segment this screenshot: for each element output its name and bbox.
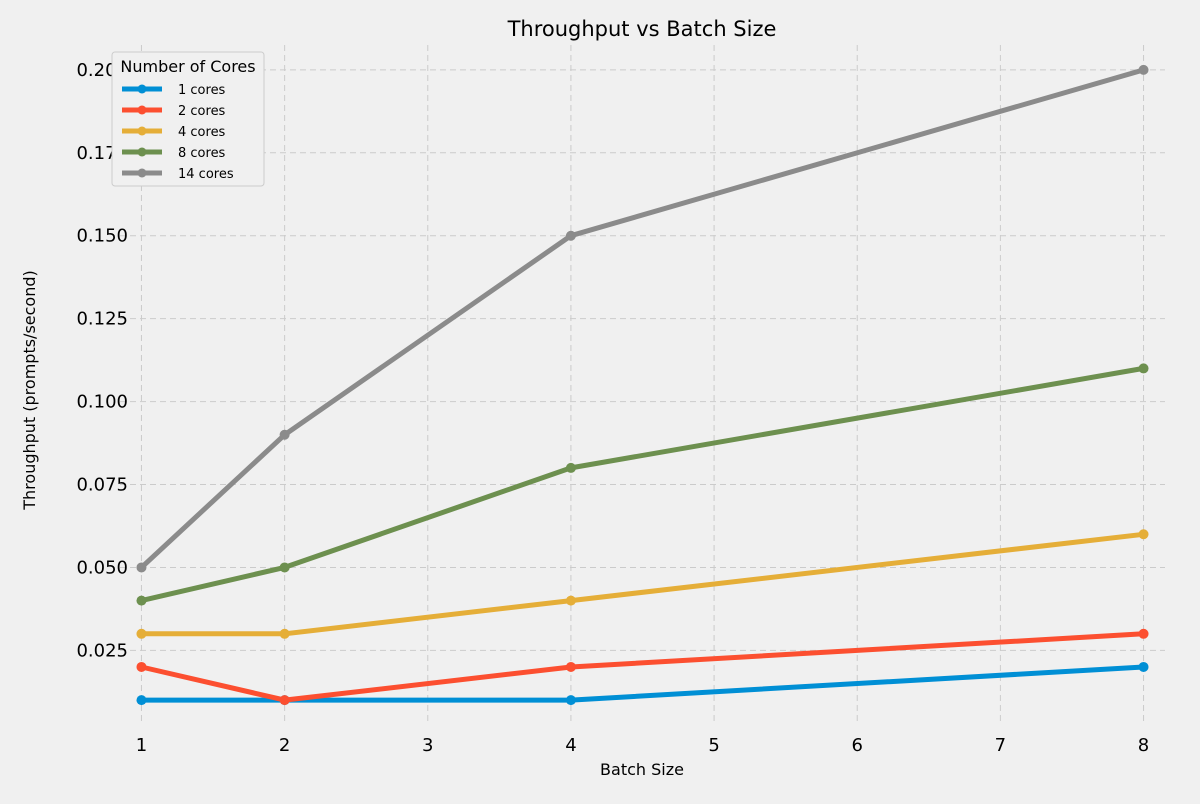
series-5 xyxy=(136,64,1149,573)
series-line xyxy=(139,365,1146,604)
legend-item: 8 cores xyxy=(122,146,226,161)
legend-label: 2 cores xyxy=(178,104,226,119)
x-tick-label: 5 xyxy=(708,735,719,756)
x-tick-label: 6 xyxy=(851,735,862,756)
y-tick-label: 0.100 xyxy=(76,392,128,413)
series-line xyxy=(139,67,1146,570)
data-point xyxy=(136,628,147,639)
legend-title: Number of Cores xyxy=(120,57,255,76)
series-2 xyxy=(136,628,1149,706)
data-point xyxy=(279,562,290,573)
data-point xyxy=(1138,363,1149,374)
series-4 xyxy=(136,363,1149,606)
data-point xyxy=(1138,661,1149,672)
data-point xyxy=(136,562,147,573)
y-tick-label: 0.150 xyxy=(76,226,128,247)
data-point xyxy=(136,661,147,672)
x-tick-label: 8 xyxy=(1138,735,1149,756)
legend: Number of Cores 1 cores 2 cores 4 cores 8 c… xyxy=(111,51,265,187)
legend-item: 2 cores xyxy=(122,104,226,119)
data-point xyxy=(136,695,147,706)
data-point xyxy=(279,695,290,706)
data-point xyxy=(1138,64,1149,75)
legend-swatch-marker xyxy=(137,105,147,115)
x-tick-label: 7 xyxy=(995,735,1006,756)
series-line xyxy=(139,531,1146,637)
data-point xyxy=(565,661,576,672)
series-line xyxy=(139,664,1146,703)
y-tick-label: 0.025 xyxy=(76,640,128,661)
y-tick-label: 0.075 xyxy=(76,475,128,496)
data-point xyxy=(279,429,290,440)
x-axis-label: Batch Size xyxy=(600,760,684,779)
chart-title: Throughput vs Batch Size xyxy=(507,17,777,41)
legend-swatch-marker xyxy=(137,84,147,94)
data-point xyxy=(565,462,576,473)
legend-swatch-marker xyxy=(137,147,147,157)
y-tick-label: 0.050 xyxy=(76,557,128,578)
data-point xyxy=(565,595,576,606)
series-layer xyxy=(136,64,1149,706)
x-tick-label: 3 xyxy=(422,735,433,756)
x-tick-label: 1 xyxy=(136,735,147,756)
legend-label: 4 cores xyxy=(178,125,226,140)
data-point xyxy=(1138,628,1149,639)
series-3 xyxy=(136,529,1149,639)
grid xyxy=(120,45,1165,725)
data-point xyxy=(136,595,147,606)
legend-item: 14 cores xyxy=(122,167,234,182)
legend-swatch-marker xyxy=(137,126,147,136)
y-axis-label: Throughput (prompts/second) xyxy=(20,270,39,510)
data-point xyxy=(565,695,576,706)
data-point xyxy=(1138,529,1149,540)
x-tick-label: 4 xyxy=(565,735,576,756)
legend-label: 8 cores xyxy=(178,146,226,161)
legend-items: 1 cores 2 cores 4 cores 8 cores 14 cores xyxy=(122,83,234,182)
series-line xyxy=(139,631,1146,703)
legend-item: 4 cores xyxy=(122,125,226,140)
y-tick-label: 0.125 xyxy=(76,309,128,330)
legend-label: 14 cores xyxy=(178,167,234,182)
x-axis-ticks: 1 2 3 4 5 6 7 8 xyxy=(136,735,1150,756)
data-point xyxy=(565,230,576,241)
legend-label: 1 cores xyxy=(178,83,226,98)
legend-item: 1 cores xyxy=(122,83,226,98)
data-point xyxy=(279,628,290,639)
x-tick-label: 2 xyxy=(279,735,290,756)
legend-swatch-marker xyxy=(137,168,147,178)
